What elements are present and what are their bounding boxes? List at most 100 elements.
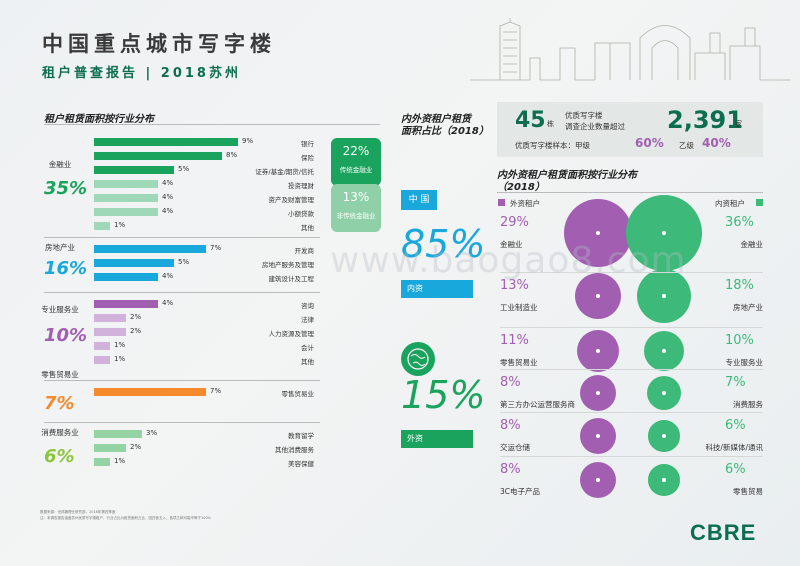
- industry-pct: 6%: [44, 446, 75, 467]
- foreign-industry-name: 第三方办公运营服务商: [500, 400, 575, 409]
- bar-value-label: 4%: [162, 179, 174, 187]
- stats-desc-line2: 调查企业数量超过: [565, 122, 625, 131]
- industry-section-title: 租户租赁面积按行业分布: [44, 114, 154, 125]
- domestic-industry-name: 房地产业: [733, 303, 763, 312]
- foreign-bubble: [579, 417, 617, 455]
- stats-box: 45 栋 优质写字楼 调查企业数量超过 2,391 家 优质写字楼样本：甲级 6…: [497, 102, 763, 157]
- bubble-center-dot: [595, 433, 600, 438]
- bar-category-label: 人力资源及管理: [268, 330, 315, 338]
- bubble-center-dot: [595, 293, 600, 298]
- bar-value-label: 2%: [130, 327, 142, 335]
- bar-category-label: 法律: [301, 316, 314, 324]
- bubble-center-dot: [661, 293, 666, 298]
- domestic-industry-pct: 6%: [725, 462, 746, 477]
- distribution-title-line1: 内外资租户租赁面积按行业分布: [497, 170, 637, 181]
- domestic-foreign-title-line1: 内外资租户租赁: [401, 114, 471, 125]
- domestic-bubble: [625, 194, 703, 272]
- bar: [94, 342, 110, 350]
- bar: [94, 300, 158, 308]
- bar-value-label: 1%: [114, 221, 126, 229]
- industry-pct: 7%: [44, 393, 75, 414]
- bar: [94, 180, 158, 188]
- foreign-legend-swatch: [498, 199, 505, 206]
- bar-category-label: 保险: [301, 154, 314, 162]
- foreign-industry-pct: 13%: [500, 278, 529, 293]
- row-divider: [500, 327, 763, 328]
- china-label: 中 国: [401, 190, 437, 210]
- bar-category-label: 建筑设计及工程: [268, 275, 315, 283]
- bar: [94, 194, 158, 202]
- foreign-pct: 15%: [401, 373, 486, 417]
- domestic-industry-name: 金融业: [740, 240, 764, 249]
- domestic-industry-name: 专业服务业: [725, 358, 764, 367]
- buildings-unit: 栋: [547, 120, 554, 128]
- foreign-industry-pct: 29%: [500, 215, 529, 230]
- bubble-center-dot: [661, 348, 666, 353]
- bar-category-label: 房地产服务及管理: [262, 261, 314, 269]
- buildings-count: 45: [515, 108, 546, 133]
- footnote: 注：本调查报告涵盖苏州优质写字楼租户，行业占比为租赁面积占比，因四舍五入，各项之…: [40, 516, 212, 520]
- bar-value-label: 1%: [114, 355, 126, 363]
- industry-pct: 35%: [44, 178, 88, 199]
- bar: [94, 208, 158, 216]
- foreign-industry-pct: 8%: [500, 375, 521, 390]
- foreign-industry-name: 3C电子产品: [500, 487, 541, 496]
- bubble-center-dot: [595, 390, 600, 395]
- domestic-industry-pct: 6%: [725, 418, 746, 433]
- bubble-center-dot: [661, 433, 666, 438]
- bar-category-label: 其他: [301, 358, 314, 366]
- foreign-label: 外资: [401, 430, 473, 448]
- row-divider: [500, 412, 763, 413]
- domestic-legend-swatch: [756, 199, 763, 206]
- bar: [94, 245, 206, 253]
- bar-category-label: 其他: [301, 224, 314, 232]
- domestic-industry-pct: 7%: [725, 375, 746, 390]
- bubble-center-dot: [661, 477, 666, 482]
- foreign-industry-pct: 11%: [500, 333, 529, 348]
- industry-pct: 16%: [44, 258, 88, 279]
- foreign-bubble: [579, 374, 617, 412]
- bar-category-label: 会计: [301, 344, 314, 352]
- industry-name: 金融业: [48, 160, 72, 169]
- domestic-pct: 85%: [401, 222, 486, 266]
- foreign-industry-pct: 8%: [500, 418, 521, 433]
- bar: [94, 166, 174, 174]
- foreign-industry-name: 零售贸易业: [500, 358, 538, 367]
- bar-value-label: 5%: [178, 165, 190, 173]
- bar-value-label: 2%: [130, 313, 142, 321]
- bar-category-label: 咨询: [301, 302, 314, 310]
- sample-label: 优质写字楼样本：甲级: [515, 141, 590, 150]
- companies-count: 2,391: [667, 106, 743, 134]
- domestic-bubble: [643, 330, 685, 372]
- industry-divider: [44, 237, 320, 238]
- domestic-bubble: [636, 268, 692, 324]
- bar-category-label: 开发商: [294, 247, 315, 255]
- bar-category-label: 美容保健: [288, 460, 314, 468]
- grade-a-pct: 60%: [635, 136, 664, 150]
- bar-value-label: 1%: [114, 341, 126, 349]
- domestic-label: 内资: [401, 280, 473, 298]
- bar-value-label: 9%: [242, 137, 254, 145]
- domestic-industry-pct: 10%: [725, 333, 754, 348]
- bar-value-label: 8%: [226, 151, 238, 159]
- foreign-industry-name: 金融业: [500, 240, 523, 249]
- industry-name: 零售贸易业: [41, 370, 79, 379]
- foreign-industry-pct: 8%: [500, 462, 521, 477]
- foreign-bubble: [576, 329, 620, 373]
- page-title: 中国重点城市写字楼: [42, 32, 276, 56]
- traditional-finance-value: 22%: [342, 144, 370, 158]
- bubble-center-dot: [661, 390, 666, 395]
- bar-category-label: 资产及财富管理: [268, 196, 315, 204]
- domestic-bubble: [648, 464, 680, 496]
- industry-divider: [44, 422, 320, 423]
- distribution-title-line2: （2018）: [497, 182, 545, 193]
- bar: [94, 444, 126, 452]
- watermark: www.baogao8.com: [330, 240, 687, 281]
- bar-category-label: 证券/基金/期货/信托: [255, 168, 314, 176]
- bar-value-label: 1%: [114, 457, 126, 465]
- bubble-center-dot: [661, 230, 666, 235]
- foreign-industry-name: 交运仓储: [500, 443, 530, 452]
- section-divider: [44, 124, 380, 125]
- foreign-industry-name: 工业制造业: [500, 303, 538, 312]
- industry-divider: [44, 292, 320, 293]
